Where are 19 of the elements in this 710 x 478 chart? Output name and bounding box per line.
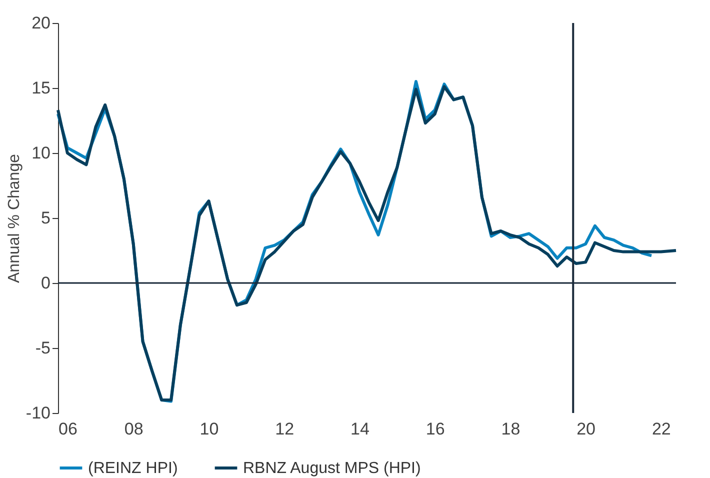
x-tick-label: 22	[652, 420, 671, 438]
y-tick-label: 0	[41, 274, 50, 292]
x-tick-label: 06	[58, 420, 78, 438]
x-tick-label: 08	[124, 420, 144, 438]
x-tick-label: 20	[576, 420, 596, 438]
y-tick-label: -10	[26, 404, 50, 422]
x-tick-label: 10	[200, 420, 219, 438]
x-tick-label: 16	[426, 420, 445, 438]
legend-label: (REINZ HPI)	[88, 460, 178, 477]
y-tick-label: 20	[32, 14, 50, 32]
y-tick-label: 10	[32, 144, 50, 162]
y-axis-title: Annual % Change	[6, 154, 23, 283]
x-tick-label: 18	[501, 420, 520, 438]
y-tick-label: 5	[41, 208, 50, 228]
legend-label: RBNZ August MPS (HPI)	[243, 460, 421, 477]
y-tick-label: -5	[35, 338, 50, 358]
x-tick-label: 12	[275, 420, 294, 438]
x-tick-label: 14	[350, 420, 370, 438]
y-tick-label: 15	[32, 78, 50, 98]
